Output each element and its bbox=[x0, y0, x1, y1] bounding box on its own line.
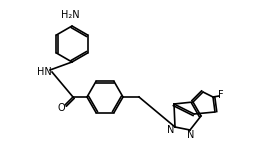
Text: HN: HN bbox=[37, 67, 51, 77]
Text: N: N bbox=[187, 130, 194, 140]
Text: N: N bbox=[167, 125, 174, 135]
Text: F: F bbox=[217, 90, 223, 100]
Text: H₂N: H₂N bbox=[60, 10, 79, 20]
Text: O: O bbox=[57, 103, 65, 113]
